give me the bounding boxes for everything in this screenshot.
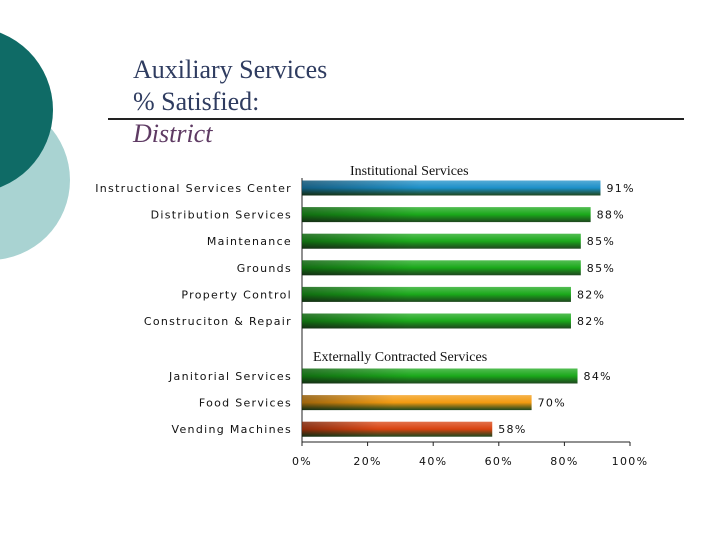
x-tick-label: 60% (485, 455, 513, 468)
title-line-2: % Satisfied: (133, 87, 260, 116)
value-label: 88% (597, 209, 625, 222)
bar-shade (302, 180, 601, 196)
x-tick-label: 40% (419, 455, 447, 468)
category-label: Grounds (237, 262, 292, 275)
dark-teal-circle (0, 32, 53, 188)
bar-shade (302, 260, 581, 276)
value-label: 58% (498, 423, 526, 436)
x-tick-label: 20% (353, 455, 381, 468)
title-line-1: Auxiliary Services (133, 55, 328, 84)
category-label: Maintenance (207, 235, 292, 248)
bar-shade (302, 233, 581, 249)
decorative-circles (0, 0, 80, 300)
value-label: 82% (577, 288, 605, 301)
category-label: Property Control (181, 288, 292, 301)
group-label: Externally Contracted Services (313, 350, 487, 365)
bar-shade (302, 313, 571, 329)
category-label: Vending Machines (172, 423, 292, 436)
bar-shade (302, 207, 591, 223)
value-label: 85% (587, 235, 615, 248)
value-label: 84% (584, 370, 612, 383)
slide-title: Auxiliary Services % Satisfied: District (133, 54, 327, 150)
bar-shade (302, 395, 532, 411)
category-label: Instructional Services Center (95, 182, 292, 195)
bar-shade (302, 368, 578, 384)
bar-shade (302, 421, 493, 437)
group-label: Institutional Services (350, 164, 469, 179)
category-label: Janitorial Services (168, 370, 292, 383)
title-divider (108, 118, 684, 120)
bar-shade (302, 286, 571, 302)
title-line-3: District (133, 119, 213, 148)
value-label: 91% (606, 182, 634, 195)
x-tick-label: 80% (550, 455, 578, 468)
x-tick-label: 0% (292, 455, 312, 468)
x-tick-label: 100% (612, 455, 649, 468)
category-label: Distribution Services (151, 209, 292, 222)
value-label: 85% (587, 262, 615, 275)
value-label: 82% (577, 315, 605, 328)
category-label: Food Services (199, 397, 292, 410)
value-label: 70% (538, 397, 566, 410)
category-label: Construciton & Repair (144, 315, 292, 328)
